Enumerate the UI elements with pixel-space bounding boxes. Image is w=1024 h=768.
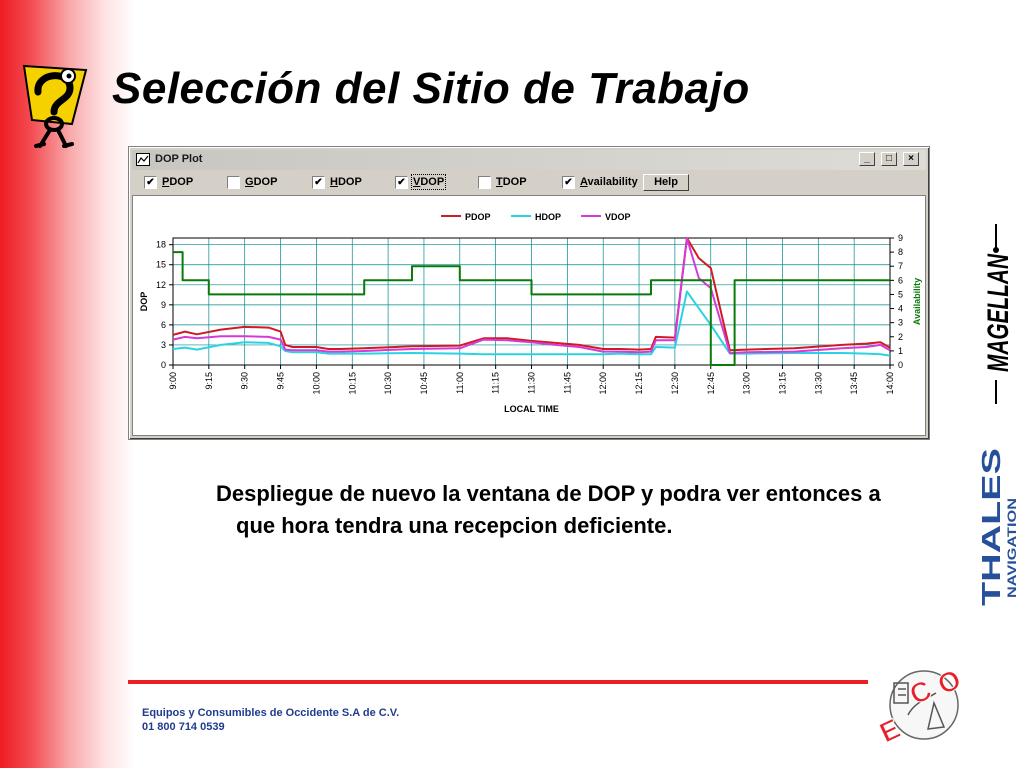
y2-tick-label: 2	[898, 332, 903, 342]
x-tick-label: 13:00	[742, 372, 752, 395]
y-tick-label: 3	[161, 340, 166, 350]
y2-tick-label: 9	[898, 233, 903, 243]
vdop-option[interactable]: ✔ VDOP	[395, 174, 447, 190]
y-tick-label: 12	[156, 280, 166, 290]
x-tick-label: 13:15	[777, 372, 787, 395]
magellan-wordmark: MAGELLAN	[982, 253, 1015, 372]
series-line	[173, 251, 890, 366]
y2-tick-label: 6	[898, 275, 903, 285]
dop-plot-app-icon	[136, 153, 150, 166]
y-tick-label: 15	[156, 260, 166, 270]
hdop-option-label: HDOP	[330, 176, 362, 188]
x-tick-label: 10:15	[347, 372, 357, 395]
window-title: DOP Plot	[155, 153, 203, 165]
thales-navigation-logo: THALES NAVIGATION	[976, 448, 1019, 606]
x-tick-label: 13:30	[813, 372, 823, 395]
pdop-checkbox[interactable]: ✔	[144, 175, 157, 189]
x-tick-label: 14:00	[885, 372, 895, 395]
y2-tick-label: 1	[898, 346, 903, 356]
pdop-option-label: PDOP	[162, 176, 194, 188]
x-tick-label: 9:00	[168, 372, 178, 390]
question-mark-mascot-logo	[22, 64, 88, 148]
minimize-button[interactable]: _	[859, 152, 875, 166]
x-tick-label: 11:00	[455, 372, 465, 394]
x-tick-label: 12:45	[706, 372, 716, 395]
eco-logo: E C O	[874, 663, 966, 747]
maximize-button[interactable]: □	[881, 152, 897, 166]
x-tick-label: 10:00	[311, 372, 321, 395]
pdop-option[interactable]: ✔ PDOP	[144, 175, 193, 189]
x-tick-label: 13:45	[849, 372, 859, 395]
y-tick-label: 9	[161, 300, 166, 310]
series-line	[172, 237, 891, 354]
gdop-checkbox[interactable]	[227, 175, 240, 189]
footer-phone-number: 01 800 714 0539	[142, 721, 225, 733]
magellan-logo: MAGELLAN	[982, 224, 1015, 404]
availability-option-label: Availability	[580, 176, 638, 188]
availability-checkbox[interactable]: ✔	[562, 175, 575, 189]
hdop-checkbox[interactable]: ✔	[312, 175, 325, 189]
x-tick-label: 11:30	[527, 372, 537, 394]
x-axis-label: LOCAL TIME	[504, 404, 559, 414]
legend-label: PDOP	[465, 212, 491, 222]
x-tick-label: 10:30	[383, 372, 393, 395]
series-line	[172, 237, 891, 352]
vdop-checkbox[interactable]: ✔	[395, 175, 408, 189]
gdop-option[interactable]: GDOP	[227, 175, 277, 189]
gdop-option-label: GDOP	[245, 176, 278, 188]
left-red-gradient-band	[0, 0, 135, 768]
x-tick-label: 9:15	[204, 372, 214, 390]
window-title-bar[interactable]: DOP Plot _ □ ×	[132, 150, 926, 170]
close-button[interactable]: ×	[903, 152, 919, 166]
check-mark-icon: ✔	[397, 176, 406, 188]
check-mark-icon: ✔	[146, 176, 155, 188]
legend-label: VDOP	[605, 212, 631, 222]
tdop-option[interactable]: TDOP	[478, 175, 527, 189]
dop-plot-window[interactable]: DOP Plot _ □ × ✔ PDOP GDOP ✔ HDOP ✔ VDOP…	[128, 146, 930, 440]
help-button[interactable]: Help	[643, 174, 689, 191]
y-axis-label: DOP	[139, 292, 149, 312]
body-text: Despliegue de nuevo la ventana de DOP y …	[216, 481, 881, 538]
y-tick-label: 0	[161, 360, 166, 370]
y2-axis-label: Availability	[912, 278, 922, 325]
x-tick-label: 9:45	[276, 372, 286, 390]
x-tick-label: 11:15	[491, 372, 501, 394]
legend-label: HDOP	[535, 212, 561, 222]
x-tick-label: 9:30	[240, 372, 250, 390]
dop-plot-area: 0 3 6 9 12 15 18 0 1 2 3 4 5 6 7 8 9 9:00 9:15 9:30 9:45 10:0…	[132, 195, 926, 436]
x-tick-label: 10:45	[419, 372, 429, 395]
x-tick-label: 12:00	[598, 372, 608, 395]
y-tick-label: 18	[156, 240, 166, 250]
availability-option[interactable]: ✔ Availability	[562, 175, 638, 189]
x-tick-label: 12:15	[634, 372, 644, 395]
vdop-option-label: VDOP	[410, 174, 447, 190]
y-tick-label: 6	[161, 320, 166, 330]
thales-wordmark: THALES	[976, 448, 1006, 606]
y2-tick-label: 0	[898, 360, 903, 370]
y2-tick-label: 4	[898, 304, 903, 314]
x-tick-label: 12:30	[670, 372, 680, 395]
check-mark-icon: ✔	[314, 176, 323, 188]
y2-tick-label: 7	[898, 261, 903, 271]
hdop-option[interactable]: ✔ HDOP	[312, 175, 362, 189]
y2-tick-label: 5	[898, 289, 903, 299]
navigation-wordmark: NAVIGATION	[1005, 498, 1019, 598]
footer-divider	[128, 680, 868, 684]
y2-tick-label: 3	[898, 318, 903, 328]
check-mark-icon: ✔	[564, 176, 573, 188]
tdop-checkbox[interactable]	[478, 175, 491, 189]
footer-company-name: Equipos y Consumibles de Occidente S.A d…	[142, 707, 400, 719]
y2-tick-label: 8	[898, 247, 903, 257]
x-tick-label: 11:45	[562, 372, 572, 394]
slide-title: Selección del Sitio de Trabajo	[112, 64, 750, 113]
dop-options-toolbar: ✔ PDOP GDOP ✔ HDOP ✔ VDOP TDOP ✔ Availab…	[132, 172, 926, 192]
tdop-option-label: TDOP	[496, 176, 527, 188]
